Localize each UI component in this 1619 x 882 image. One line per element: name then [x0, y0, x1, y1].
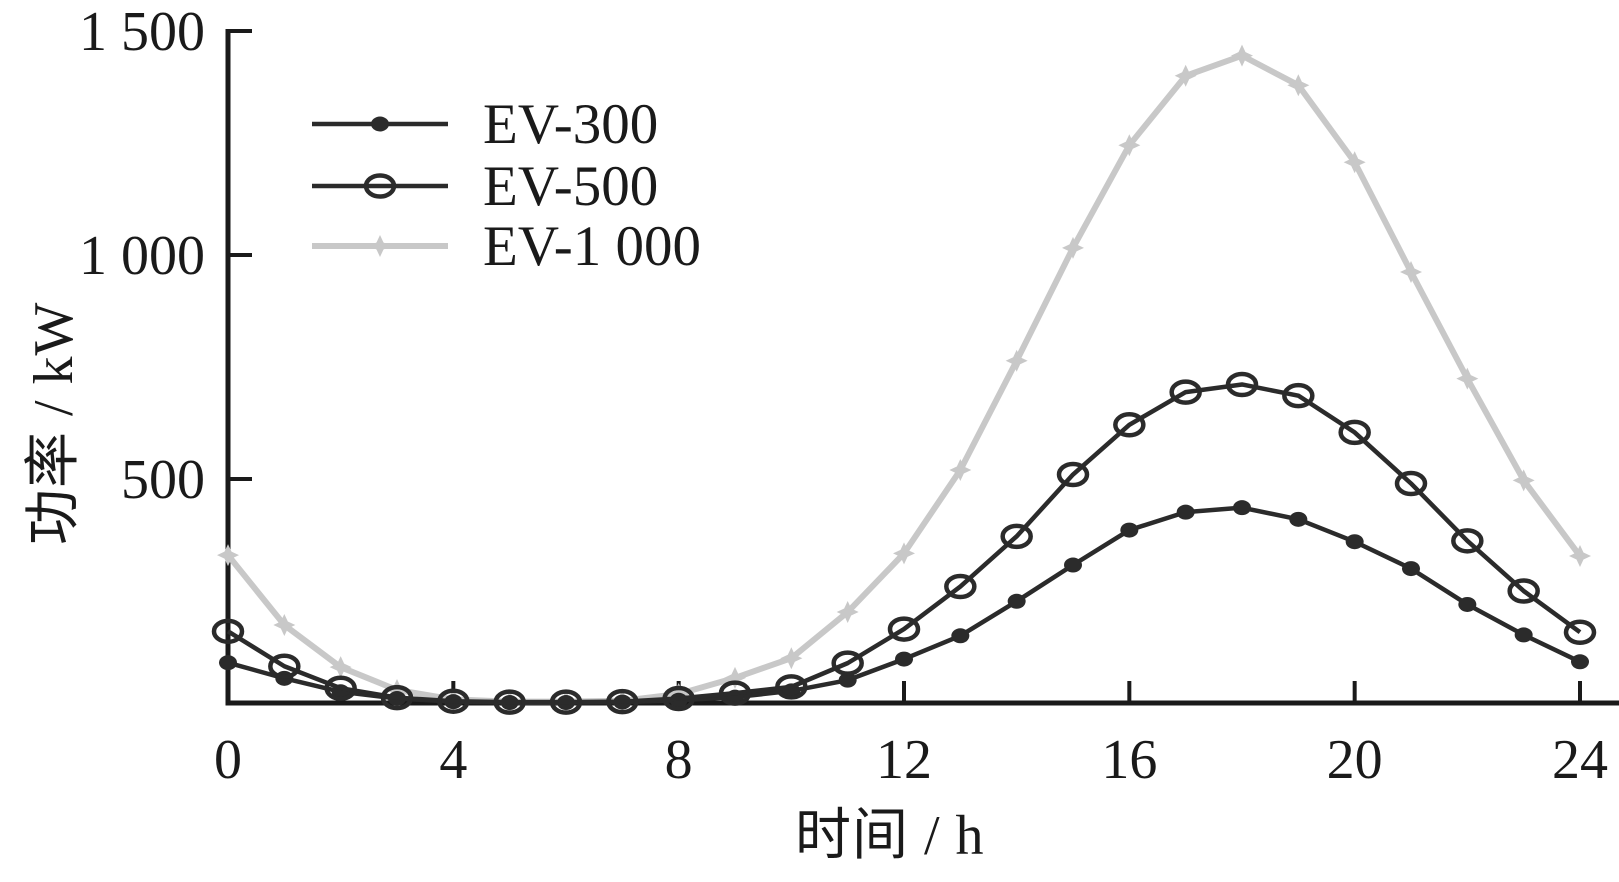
series-markers-ev-300 — [219, 500, 1589, 711]
marker-star4 — [1456, 367, 1479, 390]
marker-open-circle — [211, 618, 245, 645]
marker-star4 — [369, 235, 391, 257]
marker-open-circle — [1394, 470, 1428, 497]
marker-filled-dot — [1064, 557, 1082, 573]
marker-filled-dot — [1345, 534, 1364, 550]
marker-open-circle — [831, 650, 864, 676]
x-tick-label: 8 — [665, 729, 693, 791]
marker-open-circle — [1225, 371, 1259, 398]
marker-open-circle — [662, 685, 695, 712]
marker-open-circle — [1507, 578, 1540, 604]
marker-open-circle — [1113, 412, 1146, 438]
y-axis-title: 功率 / kW — [23, 301, 85, 545]
marker-star4 — [1231, 44, 1253, 67]
legend-label: EV-300 — [483, 93, 658, 156]
series-ev-1-000 — [217, 44, 1591, 713]
x-tick-label: 0 — [214, 729, 242, 791]
marker-star4 — [1118, 134, 1141, 157]
marker-open-circle — [1169, 379, 1202, 405]
marker-open-circle — [1000, 523, 1033, 550]
marker-star4 — [329, 656, 352, 679]
x-axis-title: 时间 / h — [795, 805, 985, 867]
legend-item-ev-1-000: EV-1 000 — [312, 215, 701, 278]
marker-open-circle — [380, 684, 414, 711]
legend-label: EV-500 — [483, 155, 658, 218]
marker-star4 — [1062, 236, 1084, 259]
marker-filled-dot — [1007, 593, 1026, 609]
marker-star4 — [1569, 545, 1591, 568]
marker-star4 — [217, 544, 239, 567]
marker-star4 — [836, 601, 859, 624]
series-ev-500 — [211, 371, 1597, 715]
y-tick-label: 1 500 — [79, 1, 205, 63]
marker-filled-dot — [1402, 561, 1420, 577]
marker-star4 — [1287, 74, 1310, 97]
marker-open-circle — [944, 573, 977, 600]
marker-star4 — [1174, 64, 1197, 87]
marker-open-circle — [493, 689, 526, 715]
marker-open-circle — [1563, 619, 1597, 645]
y-tick-label: 1 000 — [79, 225, 205, 287]
y-tick-label: 500 — [121, 449, 205, 511]
marker-open-circle — [324, 675, 357, 701]
x-tick-label: 16 — [1101, 729, 1157, 791]
legend-item-ev-300: EV-300 — [312, 93, 658, 156]
x-tick-label: 4 — [439, 729, 467, 791]
marker-filled-dot — [838, 672, 857, 688]
marker-open-circle — [549, 689, 583, 715]
marker-filled-dot — [1458, 596, 1477, 612]
legend-label: EV-1 000 — [483, 215, 701, 278]
marker-filled-dot — [1289, 511, 1308, 527]
marker-star4 — [949, 459, 972, 482]
legend-item-ev-500: EV-500 — [312, 155, 658, 218]
x-tick-label: 24 — [1552, 729, 1608, 791]
marker-open-circle — [775, 674, 808, 700]
marker-filled-dot — [1120, 522, 1139, 538]
marker-star4 — [273, 614, 296, 637]
series-line-ev-500 — [226, 382, 1582, 705]
marker-open-circle — [363, 173, 397, 199]
marker-open-circle — [1451, 528, 1484, 554]
marker-open-circle — [718, 680, 752, 706]
marker-open-circle — [1338, 419, 1371, 446]
series-ev-300 — [219, 500, 1589, 711]
marker-star4 — [893, 542, 915, 565]
marker-star4 — [386, 679, 408, 702]
marker-filled-dot — [1514, 627, 1533, 643]
marker-filled-dot — [895, 651, 913, 667]
marker-open-circle — [1282, 382, 1315, 409]
x-tick-label: 20 — [1327, 729, 1383, 791]
series-markers-ev-1-000 — [217, 44, 1591, 713]
series-line-ev-1-000 — [225, 52, 1583, 705]
marker-star4 — [1005, 349, 1028, 372]
marker-open-circle — [268, 653, 301, 680]
marker-open-circle — [887, 616, 921, 642]
x-tick-label: 12 — [876, 729, 932, 791]
marker-star4 — [724, 666, 746, 689]
marker-filled-dot — [951, 628, 970, 644]
marker-filled-dot — [1233, 500, 1251, 516]
series-line-ev-300 — [227, 505, 1581, 705]
marker-star4 — [1343, 151, 1366, 174]
marker-open-circle — [437, 688, 470, 714]
marker-filled-dot — [371, 116, 389, 132]
marker-filled-dot — [1176, 504, 1195, 520]
marker-filled-dot — [1571, 654, 1589, 670]
marker-open-circle — [1056, 461, 1090, 488]
marker-open-circle — [606, 688, 639, 715]
marker-filled-dot — [219, 655, 237, 671]
marker-star4 — [1512, 469, 1535, 492]
marker-star4 — [1400, 261, 1422, 284]
marker-star4 — [780, 647, 803, 670]
series-markers-ev-500 — [211, 371, 1597, 715]
